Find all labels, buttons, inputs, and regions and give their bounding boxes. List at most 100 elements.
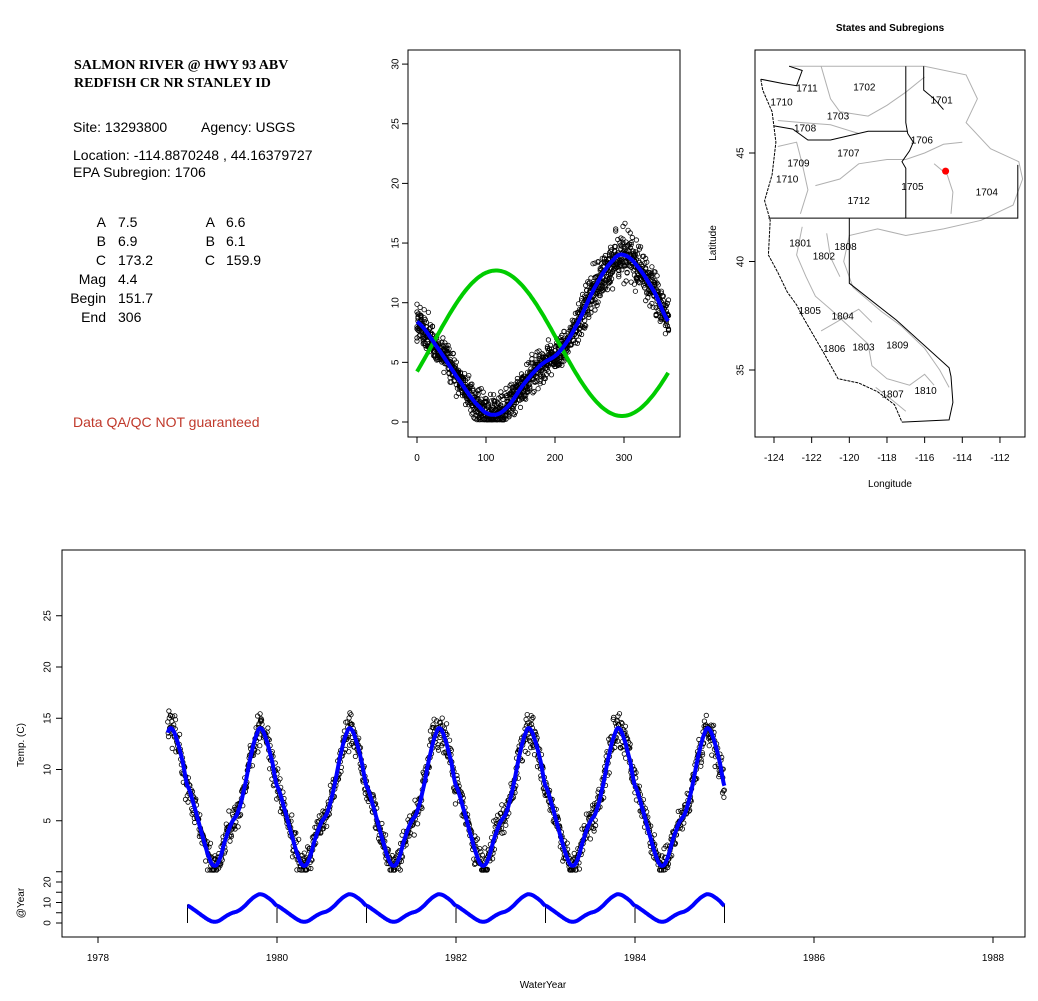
data-point <box>444 346 450 352</box>
data-point <box>434 357 440 363</box>
subregion-boundary <box>826 233 841 277</box>
param-label: C <box>95 252 106 268</box>
data-point <box>627 230 633 236</box>
y-tick-label-lower: 0 <box>43 920 54 926</box>
subregion-boundary <box>777 120 859 134</box>
param-label: B <box>205 233 215 249</box>
data-point <box>662 331 669 337</box>
data-point <box>485 402 491 408</box>
data-point <box>499 802 505 808</box>
data-point <box>614 738 621 744</box>
data-point <box>308 865 314 872</box>
data-point <box>431 716 437 722</box>
data-point <box>627 741 633 747</box>
data-point <box>435 747 442 753</box>
data-point <box>649 300 655 307</box>
data-point <box>663 843 669 849</box>
data-point <box>613 228 619 234</box>
data-point <box>501 416 507 423</box>
x-tick-label: -118 <box>877 453 897 464</box>
data-point <box>665 326 672 332</box>
y-tick-label: 15 <box>391 237 402 249</box>
region-label: 1708 <box>794 124 817 135</box>
data-point <box>478 385 484 392</box>
data-point <box>587 836 594 842</box>
data-point <box>574 340 581 346</box>
x-axis-label: WaterYear <box>520 980 567 991</box>
data-point <box>627 244 633 251</box>
data-point <box>703 712 709 719</box>
region-label: 1706 <box>911 135 934 146</box>
data-point <box>417 304 423 310</box>
data-point <box>721 794 727 800</box>
map-title: States and Subregions <box>836 23 945 34</box>
region-label: 1801 <box>789 239 812 250</box>
data-point <box>507 393 513 399</box>
x-tick-label: -120 <box>839 453 859 464</box>
x-axis-label: Longitude <box>868 479 912 490</box>
annual-curve <box>187 892 278 924</box>
data-point <box>226 808 232 814</box>
y-tick-label-lower: 20 <box>43 876 54 888</box>
region-label: 1807 <box>882 389 905 400</box>
data-point <box>169 745 175 752</box>
data-point <box>649 264 655 270</box>
data-point <box>632 249 639 255</box>
data-point <box>477 411 483 417</box>
data-point <box>348 712 354 718</box>
data-point <box>479 852 485 858</box>
data-point <box>592 260 598 266</box>
region-label: 1803 <box>852 343 875 354</box>
data-point <box>352 753 358 760</box>
data-point <box>425 309 431 315</box>
y-tick-label: 5 <box>391 359 402 365</box>
data-point <box>439 715 445 721</box>
x-tick-label: -122 <box>802 453 822 464</box>
agency: Agency: USGS <box>201 119 296 135</box>
data-point <box>654 280 660 286</box>
data-point <box>275 766 281 772</box>
region-label: 1804 <box>832 311 855 322</box>
data-point <box>420 340 426 347</box>
data-point <box>493 406 499 412</box>
region-label: 1712 <box>848 196 871 207</box>
data-point <box>665 864 671 871</box>
subregion-boundary <box>796 226 935 386</box>
data-point <box>440 335 446 341</box>
data-point <box>421 335 427 341</box>
data-point <box>457 370 464 377</box>
param-label: C <box>204 252 215 268</box>
data-point <box>447 350 453 357</box>
data-point <box>663 302 670 309</box>
x-tick-label: -116 <box>915 453 935 464</box>
y-tick-label: 15 <box>43 712 54 724</box>
data-point <box>629 234 635 241</box>
data-point <box>637 244 644 250</box>
data-point <box>418 314 424 321</box>
x-tick-label: -124 <box>764 453 784 464</box>
data-point <box>466 384 472 390</box>
data-point <box>257 743 263 749</box>
data-point <box>537 381 543 387</box>
data-point <box>170 713 176 719</box>
data-point <box>501 829 507 836</box>
state-line <box>901 66 914 219</box>
param-value: 6.1 <box>226 233 246 249</box>
param-label: End <box>81 309 106 325</box>
region-label: 1711 <box>796 83 818 94</box>
state-line <box>773 125 908 141</box>
data-point <box>535 386 541 392</box>
data-point <box>324 823 330 829</box>
data-point <box>437 720 443 726</box>
param-value: 6.9 <box>118 233 138 249</box>
data-point <box>445 342 451 348</box>
data-point <box>635 258 642 264</box>
data-point <box>568 342 574 348</box>
annual-curve <box>276 892 368 924</box>
param-label: B <box>96 233 106 249</box>
data-point <box>594 302 600 308</box>
data-point <box>659 853 665 859</box>
data-point <box>631 281 638 287</box>
data-point <box>489 416 496 423</box>
y-axis-label: Latitude <box>708 225 719 261</box>
